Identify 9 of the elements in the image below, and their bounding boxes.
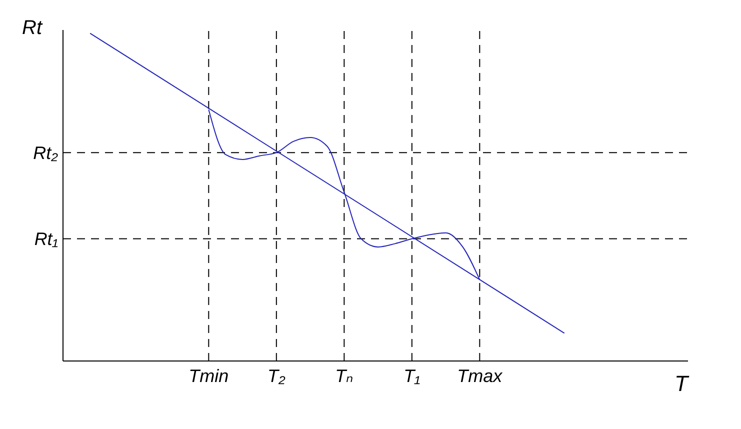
y-axis-title: Rt: [22, 16, 42, 40]
x-tick-label: Tmin: [188, 366, 229, 386]
x-tick-label: T₂: [267, 366, 286, 386]
x-axis-title: T: [674, 371, 690, 396]
ref-line-label: Rt₁: [34, 229, 58, 250]
x-tick-label: Tₙ: [335, 366, 354, 386]
x-tick-label: Tmax: [457, 366, 504, 386]
ref-line-label: Rt₂: [33, 142, 58, 163]
x-tick-label: T₁: [404, 366, 421, 386]
